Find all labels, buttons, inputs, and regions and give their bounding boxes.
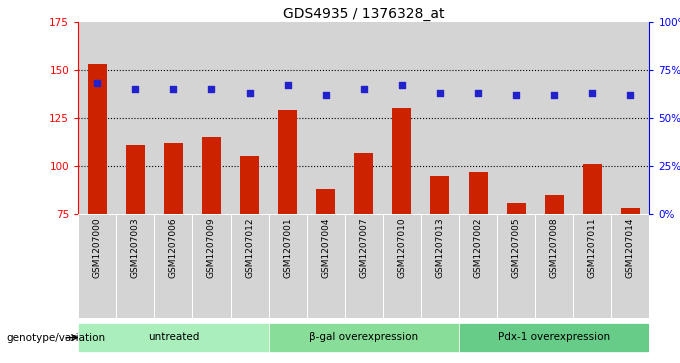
Point [244, 90, 255, 96]
Text: GSM1207009: GSM1207009 [207, 217, 216, 278]
Text: genotype/variation: genotype/variation [7, 333, 106, 343]
Point [435, 90, 445, 96]
Bar [126, 145, 145, 214]
Bar [459, 323, 649, 352]
Bar [573, 22, 611, 214]
Bar [164, 143, 183, 214]
Text: GSM1207000: GSM1207000 [92, 217, 102, 278]
Bar [88, 64, 107, 214]
Text: GSM1207007: GSM1207007 [359, 217, 369, 278]
Point [473, 90, 483, 96]
Bar [583, 164, 602, 214]
Bar [316, 189, 335, 214]
Text: GSM1207013: GSM1207013 [435, 217, 445, 278]
Point [587, 90, 598, 96]
Text: GSM1207010: GSM1207010 [397, 217, 407, 278]
Bar [535, 214, 573, 318]
Bar [231, 214, 269, 318]
Bar [192, 22, 231, 214]
Bar [421, 214, 459, 318]
Bar [116, 214, 154, 318]
Bar [78, 323, 269, 352]
Bar [269, 22, 307, 214]
Text: GSM1207003: GSM1207003 [131, 217, 140, 278]
Bar [154, 22, 192, 214]
Point [358, 86, 369, 92]
Text: GSM1207012: GSM1207012 [245, 217, 254, 278]
Text: GSM1207005: GSM1207005 [511, 217, 521, 278]
Bar [421, 22, 459, 214]
Bar [78, 214, 116, 318]
Bar [611, 214, 649, 318]
Bar [545, 195, 564, 214]
Bar [269, 323, 459, 352]
Bar [459, 214, 497, 318]
Bar [307, 22, 345, 214]
Point [396, 82, 407, 88]
Bar [469, 172, 488, 214]
Bar [497, 22, 535, 214]
Bar [507, 203, 526, 214]
Bar [231, 22, 269, 214]
Bar [459, 22, 497, 214]
Bar [535, 22, 573, 214]
Text: untreated: untreated [148, 332, 199, 342]
Text: GSM1207006: GSM1207006 [169, 217, 178, 278]
Bar [392, 108, 411, 214]
Bar [307, 214, 345, 318]
Bar [345, 214, 383, 318]
Bar [78, 22, 116, 214]
Text: GSM1207011: GSM1207011 [588, 217, 597, 278]
Bar [573, 214, 611, 318]
Bar [240, 156, 259, 214]
Point [625, 92, 636, 98]
Point [206, 86, 217, 92]
Bar [269, 214, 307, 318]
Bar [611, 22, 649, 214]
Point [282, 82, 293, 88]
Text: Pdx-1 overexpression: Pdx-1 overexpression [498, 332, 610, 342]
Bar [345, 22, 383, 214]
Point [130, 86, 141, 92]
Bar [278, 110, 297, 214]
Point [320, 92, 331, 98]
Point [549, 92, 560, 98]
Point [92, 81, 103, 86]
Bar [497, 214, 535, 318]
Text: GSM1207001: GSM1207001 [283, 217, 292, 278]
Point [511, 92, 522, 98]
Point [168, 86, 179, 92]
Bar [154, 214, 192, 318]
Text: β-gal overexpression: β-gal overexpression [309, 332, 418, 342]
Text: GSM1207014: GSM1207014 [626, 217, 635, 278]
Bar [202, 137, 221, 214]
Text: GSM1207002: GSM1207002 [473, 217, 483, 278]
Text: GSM1207004: GSM1207004 [321, 217, 330, 278]
Bar [354, 152, 373, 214]
Bar [192, 214, 231, 318]
Bar [383, 22, 421, 214]
Bar [116, 22, 154, 214]
Text: GSM1207008: GSM1207008 [549, 217, 559, 278]
Title: GDS4935 / 1376328_at: GDS4935 / 1376328_at [283, 7, 445, 21]
Bar [621, 208, 640, 214]
Bar [383, 214, 421, 318]
Bar [430, 176, 449, 214]
